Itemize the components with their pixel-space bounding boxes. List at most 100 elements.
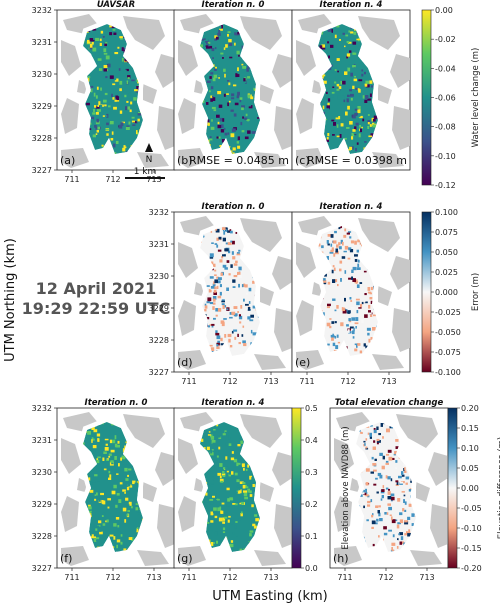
north-label: N [146,155,153,165]
x-tick-label: 713 [146,175,161,184]
x-tick-label: 711 [64,175,79,184]
colorbar-tick: 0.2 [305,500,318,509]
panel-title: Iteration n. 4 [320,202,383,212]
colorbar-tick: 0.025 [435,268,458,277]
y-tick-label: 3228 [32,532,52,541]
x-tick-label: 711 [299,377,314,386]
y-tick-label: 3228 [149,336,169,345]
panel-d: Iteration n. 0 (d) 3232 3231 3230 3229 3228 322… [149,202,293,386]
colorbar-tick: -0.08 [435,123,456,132]
panel-letter: (e) [295,356,310,369]
colorbar-tick: -0.10 [435,152,456,161]
x-tick-label: 712 [105,175,120,184]
scale-bar: 1 km [125,167,165,179]
panel-f: Iteration n. 0 (f) 3232 3231 3230 3229 3228 322… [32,398,176,582]
panel-g: Iteration n. 4 (g) 711 712 713 [173,398,293,582]
panel-letter: (b) [177,154,193,167]
x-tick-label: 713 [263,377,278,386]
x-tick-label: 712 [378,573,393,582]
colorbar-tick: 0.075 [435,228,458,237]
y-tick-label: 3231 [32,38,52,47]
y-tick-label: 3230 [32,70,52,79]
y-tick-label: 3229 [32,102,52,111]
x-tick-label: 711 [181,573,196,582]
panel-letter: (a) [60,154,75,167]
panel-title: Iteration n. 4 [202,398,265,408]
colorbar-tick: 0.100 [435,208,458,217]
colorbar-tick: -0.075 [435,348,461,357]
panel-title: UAVSAR [97,0,135,10]
colorbar-error: 0.100 0.075 0.050 0.025 0.000 -0.025 -0.050 -0.… [421,208,481,377]
x-tick-label: 711 [181,377,196,386]
panel-h: Total elevation change (h) 711 712 713 [329,398,449,582]
panel-letter: (h) [333,552,349,565]
colorbar-water: 0.00 -0.02 -0.04 -0.06 -0.08 -0.10 -0.12 Water … [421,6,481,190]
panel-title: Total elevation change [335,398,444,408]
colorbar-tick: 0.00 [435,6,453,15]
y-tick-label: 3229 [32,500,52,509]
colorbar-tick: 0.5 [305,404,318,413]
colorbar-tick: 0.05 [461,464,479,473]
colorbar-tick: 0.1 [305,532,318,541]
panel-letter: (f) [60,552,72,565]
date-line-1: 12 April 2021 [36,279,157,298]
panel-title: Iteration n. 0 [202,0,265,10]
panel-title: Iteration n. 0 [85,398,148,408]
colorbar-tick: 0.050 [435,248,458,257]
x-tick-label: 712 [222,377,237,386]
panel-title: Iteration n. 0 [202,202,265,212]
y-tick-label: 3230 [32,468,52,477]
panel-e: Iteration n. 4 (e) 711 712 713 [291,202,411,386]
x-tick-label: 712 [222,573,237,582]
y-axis-label: UTM Northing (km) [3,238,18,362]
colorbar-tick: -0.20 [461,564,482,573]
colorbar-diff: 0.20 0.15 0.10 0.05 0.00 -0.05 -0.10 -0.15 -0.20… [447,404,500,573]
panel-c: Iteration n. 4 (c)RMSE = 0.0398 m [291,0,411,171]
rmse-annotation: RMSE = 0.0398 m [307,154,407,167]
x-tick-label: 711 [337,573,352,582]
colorbar-label: Elevation difference (m) [497,437,500,539]
colorbar-tick: -0.100 [435,368,461,377]
panel-b: Iteration n. 0 (b)RMSE = 0.0485 m [173,0,293,171]
x-tick-label: 712 [340,377,355,386]
y-tick-label: 3232 [149,208,169,217]
colorbar-label: Water level change (m) [471,48,481,148]
panel-title: Iteration n. 4 [320,0,383,10]
x-tick-label: 713 [263,573,278,582]
y-tick-label: 3229 [149,304,169,313]
colorbar-tick: 0.15 [461,424,479,433]
y-tick-label: 3231 [149,240,169,249]
x-tick-label: 713 [146,573,161,582]
x-tick-label: 712 [105,573,120,582]
colorbar-tick: -0.025 [435,308,461,317]
y-tick-label: 3232 [32,6,52,15]
y-tick-label: 3232 [32,404,52,413]
y-tick-label: 3228 [32,134,52,143]
colorbar-tick: -0.15 [461,544,482,553]
panel-letter: (g) [177,552,193,565]
colorbar-tick: -0.02 [435,35,456,44]
x-tick-label: 713 [381,377,396,386]
colorbars: 0.00 -0.02 -0.04 -0.06 -0.08 -0.10 -0.12 Water … [291,6,500,573]
colorbar-tick: 0.0 [305,564,318,573]
scale-bar-label: 1 km [134,167,157,177]
colorbar-tick: 0.3 [305,468,318,477]
north-arrow: N [145,143,153,165]
y-tick-label: 3231 [32,436,52,445]
colorbar-tick: -0.05 [461,504,482,513]
colorbar-tick: -0.050 [435,328,461,337]
y-tick-label: 3227 [32,564,52,573]
colorbar-tick: -0.04 [435,64,456,73]
x-tick-label: 711 [64,573,79,582]
x-axis-label: UTM Easting (km) [212,589,327,604]
panel-a: UAVSAR (a) 3232 3231 3230 3229 3228 3227 711 712 7… [32,0,176,184]
colorbar-tick: -0.10 [461,524,482,533]
colorbar-tick: 0.000 [435,288,458,297]
colorbar-elev: 0.5 0.4 0.3 0.2 0.1 0.0 Elevation above NAVD88… [291,404,351,573]
panel-letter: (c) [295,154,310,167]
panel-letter: (d) [177,356,193,369]
colorbar-tick: 0.20 [461,404,479,413]
date-line-2: 19:29 22:59 UTC [22,299,171,318]
colorbar-tick: 0.4 [305,436,318,445]
